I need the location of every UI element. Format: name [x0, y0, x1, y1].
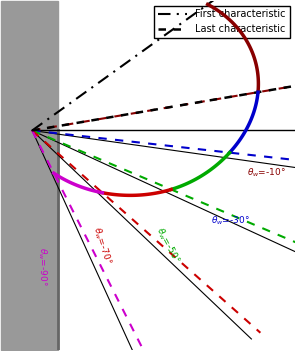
Bar [1, 1, 59, 350]
Text: $\theta_w$=-50°: $\theta_w$=-50° [153, 226, 182, 266]
Text: $\theta_w$=-70°: $\theta_w$=-70° [90, 225, 114, 266]
Text: $\theta_w$=-90°: $\theta_w$=-90° [37, 247, 49, 286]
Text: $\theta_w$=-10°: $\theta_w$=-10° [247, 166, 286, 179]
Text: $\theta_w$=-30°: $\theta_w$=-30° [211, 214, 249, 227]
Legend: First characteristic, Last characteristic: First characteristic, Last characteristi… [154, 6, 290, 38]
